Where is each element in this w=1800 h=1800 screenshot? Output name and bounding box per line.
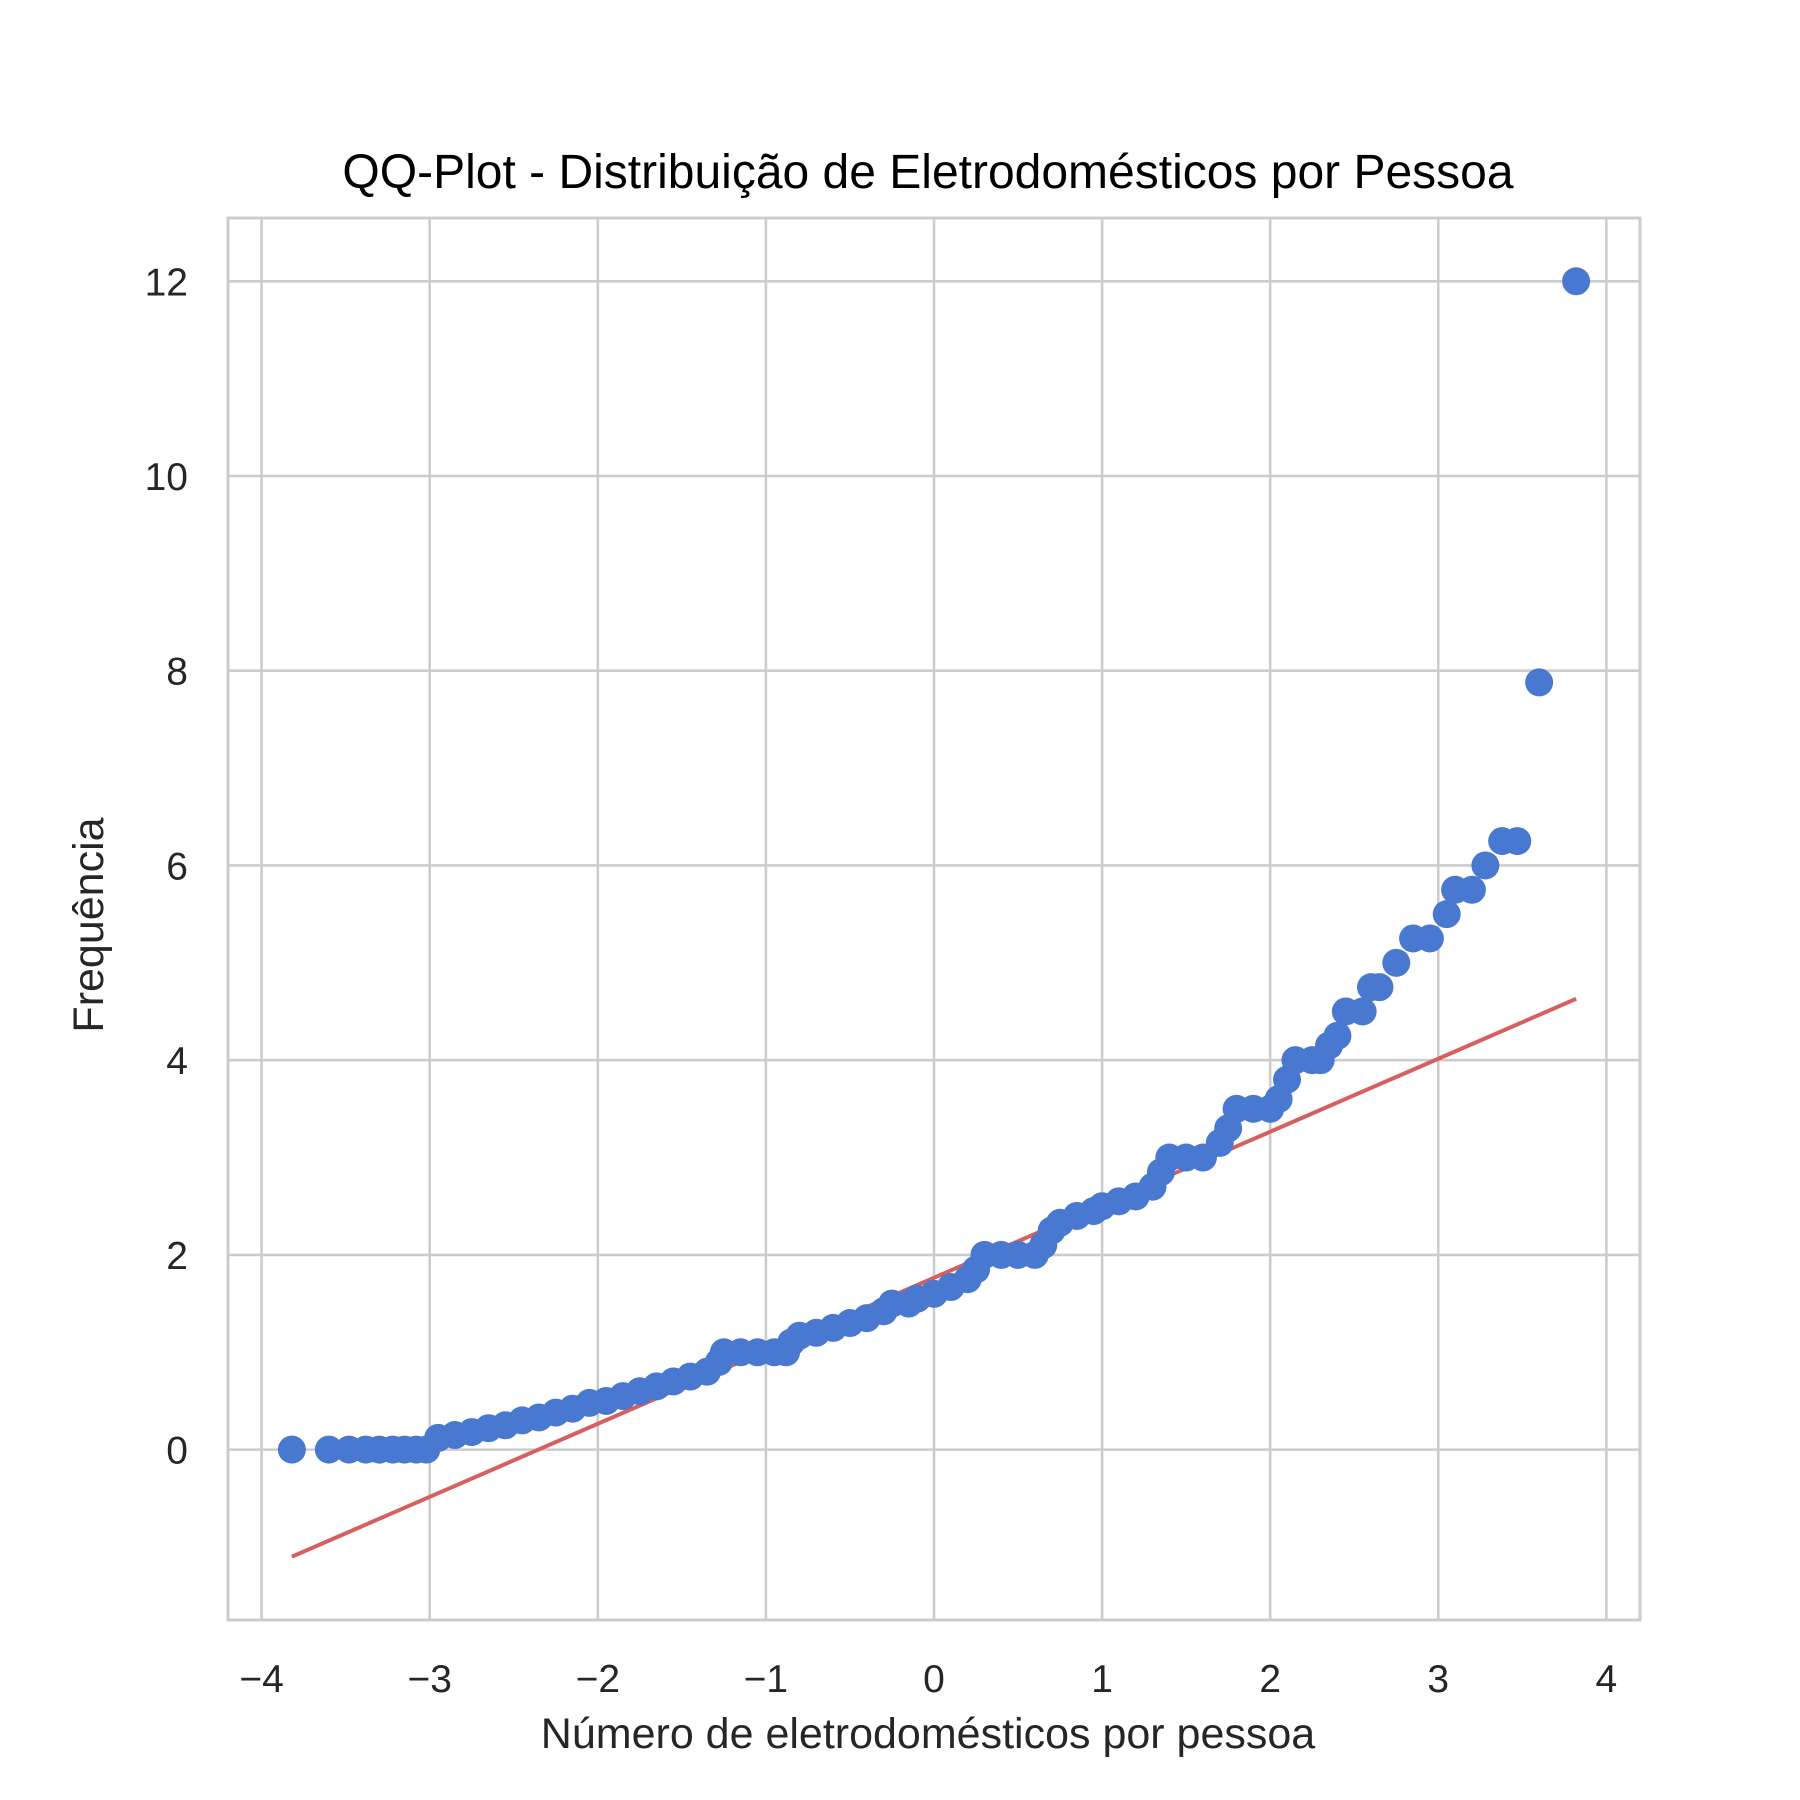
x-tick-label: −4 xyxy=(239,1658,283,1701)
plot-frame xyxy=(226,216,1642,1622)
y-tick-labels: 0 2 4 6 8 10 12 xyxy=(145,261,188,1472)
x-tick-label: 1 xyxy=(1091,1658,1113,1701)
x-tick-label: 4 xyxy=(1596,1658,1618,1701)
data-point xyxy=(1365,973,1394,1002)
data-point xyxy=(1503,827,1532,856)
data-point xyxy=(277,1435,306,1464)
x-axis-label: Número de eletrodomésticos por pessoa xyxy=(541,1710,1315,1758)
grid-lines xyxy=(228,218,1640,1620)
x-tick-label: 2 xyxy=(1259,1658,1281,1701)
data-point xyxy=(1471,851,1500,880)
y-axis-label: Frequência xyxy=(65,817,113,1032)
data-point xyxy=(1525,668,1554,697)
y-tick-label: 8 xyxy=(166,651,188,694)
y-tick-label: 12 xyxy=(145,261,188,304)
x-tick-label: −3 xyxy=(407,1658,451,1701)
x-tick-label: −1 xyxy=(744,1658,788,1701)
y-tick-label: 4 xyxy=(166,1040,188,1083)
y-tick-label: 2 xyxy=(166,1235,188,1278)
fit-line xyxy=(291,997,1577,1559)
chart-title: QQ-Plot - Distribuição de Eletrodoméstic… xyxy=(342,146,1513,199)
x-tick-label: 0 xyxy=(923,1658,945,1701)
data-point xyxy=(1457,875,1486,904)
data-points xyxy=(277,267,1591,1464)
data-point xyxy=(1415,924,1444,953)
y-tick-label: 0 xyxy=(166,1430,188,1473)
x-tick-label: 3 xyxy=(1427,1658,1449,1701)
data-point xyxy=(1562,267,1591,296)
fit-line-layer xyxy=(291,997,1577,1559)
data-point xyxy=(314,1435,343,1464)
y-tick-label: 10 xyxy=(145,456,188,499)
y-tick-label: 6 xyxy=(166,845,188,888)
data-point xyxy=(1348,997,1377,1026)
data-point xyxy=(1323,1021,1352,1050)
x-tick-labels: −4 −3 −2 −1 0 1 2 3 4 xyxy=(239,1658,1617,1701)
x-tick-label: −2 xyxy=(576,1658,620,1701)
data-point xyxy=(1382,948,1411,977)
data-point xyxy=(1432,900,1461,929)
